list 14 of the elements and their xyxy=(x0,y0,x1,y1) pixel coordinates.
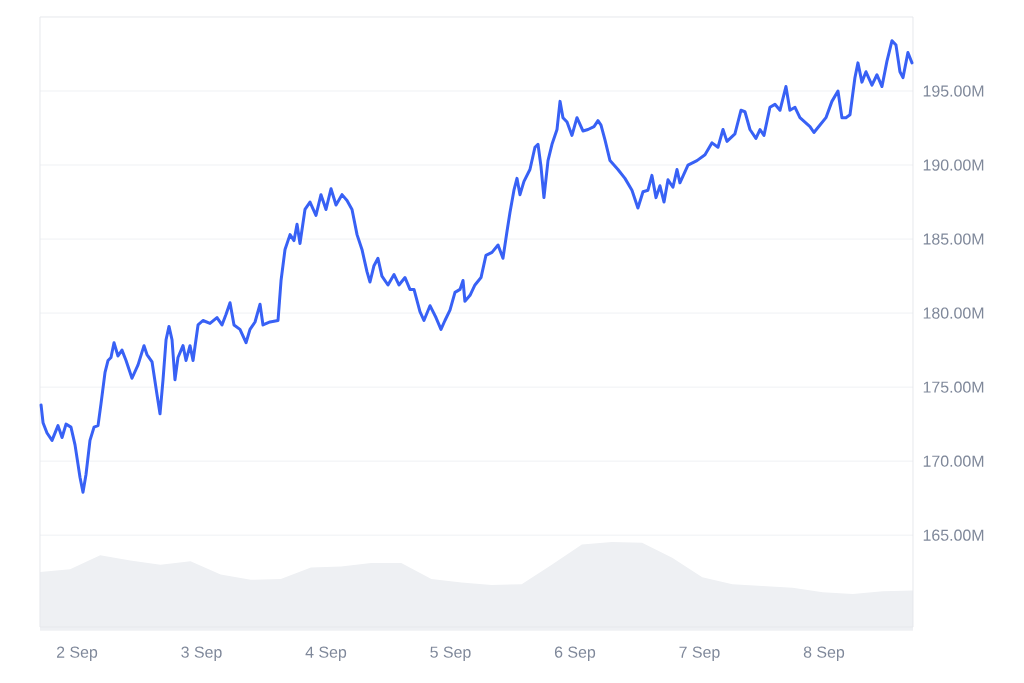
y-tick-label: 195.00M xyxy=(923,85,984,97)
x-tick-label: 8 Sep xyxy=(803,646,845,661)
x-tick-label: 6 Sep xyxy=(554,646,596,661)
y-tick-label: 180.00M xyxy=(923,307,984,319)
x-tick-label: 7 Sep xyxy=(679,646,720,661)
y-tick-label: 175.00M xyxy=(923,381,984,393)
y-tick-label: 165.00M xyxy=(923,529,984,541)
x-tick-label: 2 Sep xyxy=(56,646,98,661)
x-tick-label: 4 Sep xyxy=(305,646,347,661)
x-tick-label: 5 Sep xyxy=(430,646,471,661)
x-tick-label: 3 Sep xyxy=(181,646,222,661)
y-tick-label: 190.00M xyxy=(923,159,984,171)
y-tick-label: 170.00M xyxy=(923,455,984,467)
y-tick-label: 185.00M xyxy=(923,233,984,245)
